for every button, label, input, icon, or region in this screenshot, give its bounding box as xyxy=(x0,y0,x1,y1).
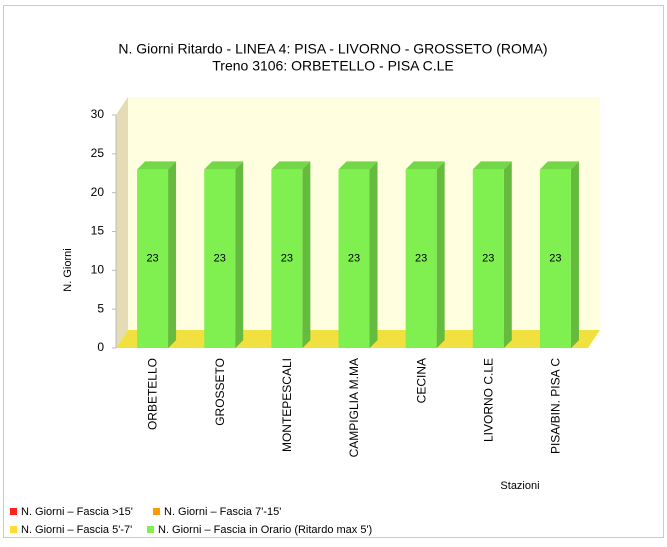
bar-side xyxy=(168,161,177,348)
y-tick-label: 0 xyxy=(97,340,104,354)
bar xyxy=(472,169,504,348)
data-label: 23 xyxy=(348,253,360,265)
bar xyxy=(204,169,236,348)
legend-label: N. Giorni – Fascia 7'-15' xyxy=(164,506,281,518)
x-axis-label: Stazioni xyxy=(500,480,539,492)
bar xyxy=(405,169,437,348)
bar xyxy=(271,169,303,348)
bar-top xyxy=(472,161,512,170)
legend-swatch xyxy=(147,526,154,533)
y-tick-label: 30 xyxy=(91,107,105,121)
x-tick-label: GROSSETO xyxy=(213,358,227,426)
data-label: 23 xyxy=(146,253,158,265)
y-tick-label: 25 xyxy=(91,146,105,160)
chart-title: N. Giorni Ritardo - LINEA 4: PISA - LIVO… xyxy=(118,41,547,57)
x-tick-label: ORBETELLO xyxy=(146,358,160,430)
bar-top xyxy=(271,161,311,170)
x-tick-label: MONTEPESCALI xyxy=(280,358,294,452)
bar-side xyxy=(570,161,579,348)
data-label: 23 xyxy=(549,253,561,265)
x-tick-label: PISA/BIN. PISA C xyxy=(549,358,563,454)
bar xyxy=(539,169,571,348)
x-tick-label: CECINA xyxy=(414,358,428,403)
bar-top xyxy=(137,161,177,170)
legend-label: N. Giorni – Fascia >15' xyxy=(21,506,133,518)
bar-side xyxy=(369,161,378,348)
left-wall xyxy=(116,97,128,348)
bar-side xyxy=(436,161,445,348)
legend-swatch xyxy=(10,526,17,533)
data-label: 23 xyxy=(415,253,427,265)
y-tick-label: 15 xyxy=(91,224,105,238)
y-tick-label: 10 xyxy=(91,263,105,277)
bar-top xyxy=(338,161,378,170)
y-tick-label: 5 xyxy=(97,301,104,315)
legend-label: N. Giorni – Fascia 5'-7' xyxy=(21,524,132,536)
bar xyxy=(338,169,370,348)
bar-side xyxy=(503,161,512,348)
bar-top xyxy=(204,161,244,170)
chart-subtitle: Treno 3106: ORBETELLO - PISA C.LE xyxy=(212,58,453,74)
y-tick-label: 20 xyxy=(91,185,105,199)
legend-label: N. Giorni – Fascia in Orario (Ritardo ma… xyxy=(158,524,372,536)
bar-top xyxy=(405,161,445,170)
bar-side xyxy=(235,161,244,348)
bar-top xyxy=(539,161,579,170)
legend-swatch xyxy=(10,508,17,515)
bar xyxy=(137,169,169,348)
x-tick-label: LIVORNO C.LE xyxy=(481,358,495,442)
y-axis-label: N. Giorni xyxy=(62,248,74,291)
bar-side xyxy=(302,161,311,348)
legend-swatch xyxy=(153,508,160,515)
data-label: 23 xyxy=(482,253,494,265)
data-label: 23 xyxy=(214,253,226,265)
x-tick-label: CAMPIGLIA M.MA xyxy=(347,358,361,457)
data-label: 23 xyxy=(281,253,293,265)
